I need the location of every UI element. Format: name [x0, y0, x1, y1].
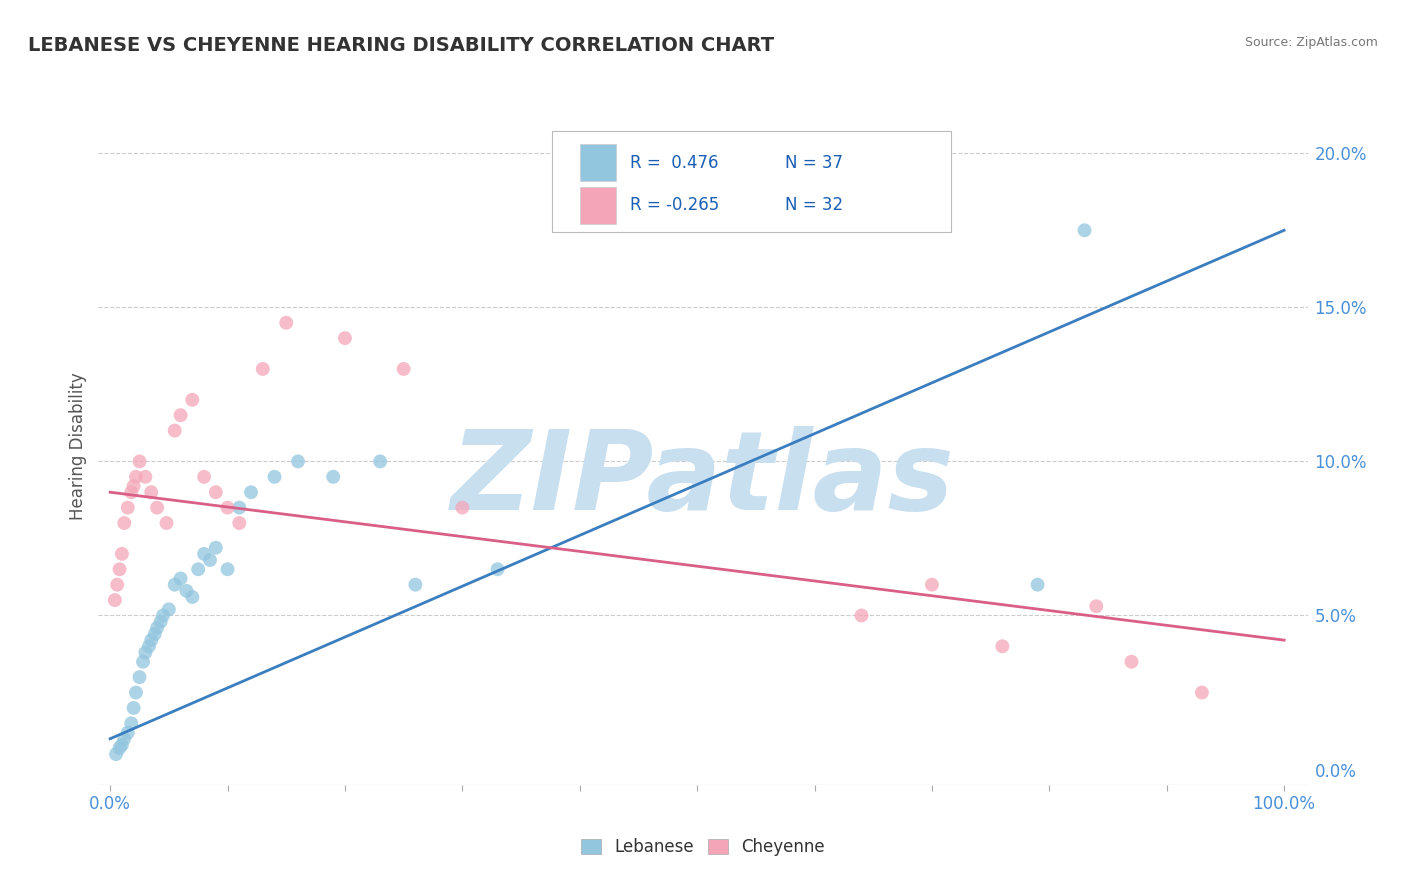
Point	[991, 640, 1014, 654]
Point	[143, 627, 166, 641]
Point	[1026, 577, 1049, 591]
Point	[169, 572, 191, 586]
Point	[155, 516, 177, 530]
Point	[276, 316, 298, 330]
Text: N = 37: N = 37	[785, 153, 844, 171]
Point	[181, 392, 204, 407]
Point	[252, 362, 274, 376]
Point	[128, 670, 150, 684]
Point	[122, 701, 145, 715]
Point	[104, 593, 127, 607]
Text: R =  0.476: R = 0.476	[630, 153, 718, 171]
Point	[486, 562, 509, 576]
Point	[169, 408, 191, 422]
Point	[120, 485, 142, 500]
Point	[181, 590, 204, 604]
Point	[1085, 599, 1108, 614]
Point	[187, 562, 209, 576]
Point	[112, 516, 135, 530]
Point	[157, 602, 180, 616]
Y-axis label: Hearing Disability: Hearing Disability	[69, 372, 87, 520]
Point	[141, 485, 163, 500]
Point	[322, 470, 344, 484]
Point	[141, 633, 163, 648]
Text: ZIPatlas: ZIPatlas	[451, 426, 955, 533]
Point	[921, 577, 943, 591]
Point	[134, 470, 156, 484]
Point	[146, 500, 169, 515]
Point	[217, 562, 239, 576]
FancyBboxPatch shape	[579, 186, 616, 224]
Point	[117, 725, 139, 739]
Point	[368, 454, 391, 468]
Point	[1191, 685, 1213, 699]
Legend: Lebanese, Cheyenne: Lebanese, Cheyenne	[574, 830, 832, 864]
Point	[117, 500, 139, 515]
Point	[217, 500, 239, 515]
Point	[125, 470, 148, 484]
Point	[176, 583, 198, 598]
Point	[152, 608, 174, 623]
Point	[240, 485, 263, 500]
Text: R = -0.265: R = -0.265	[630, 196, 720, 214]
FancyBboxPatch shape	[551, 131, 950, 233]
Point	[111, 738, 134, 752]
Point	[111, 547, 134, 561]
Point	[125, 685, 148, 699]
Point	[120, 716, 142, 731]
Point	[112, 731, 135, 746]
Point	[228, 516, 250, 530]
FancyBboxPatch shape	[579, 144, 616, 181]
Point	[1073, 223, 1095, 237]
Point	[851, 608, 873, 623]
Point	[198, 553, 221, 567]
Point	[149, 615, 172, 629]
Point	[105, 577, 128, 591]
Point	[128, 454, 150, 468]
Point	[451, 500, 474, 515]
Point	[263, 470, 285, 484]
Point	[193, 547, 215, 561]
Point	[108, 562, 131, 576]
Point	[163, 577, 186, 591]
Point	[204, 485, 226, 500]
Point	[1121, 655, 1143, 669]
Point	[132, 655, 155, 669]
Point	[287, 454, 309, 468]
Point	[392, 362, 415, 376]
Point	[204, 541, 226, 555]
Point	[108, 741, 131, 756]
Point	[134, 645, 156, 659]
Point	[163, 424, 186, 438]
Text: Source: ZipAtlas.com: Source: ZipAtlas.com	[1244, 36, 1378, 49]
Text: N = 32: N = 32	[785, 196, 844, 214]
Point	[105, 747, 128, 761]
Point	[146, 621, 169, 635]
Point	[228, 500, 250, 515]
Text: LEBANESE VS CHEYENNE HEARING DISABILITY CORRELATION CHART: LEBANESE VS CHEYENNE HEARING DISABILITY …	[28, 36, 775, 54]
Point	[122, 479, 145, 493]
Point	[333, 331, 356, 345]
Point	[138, 640, 160, 654]
Point	[404, 577, 426, 591]
Point	[193, 470, 215, 484]
